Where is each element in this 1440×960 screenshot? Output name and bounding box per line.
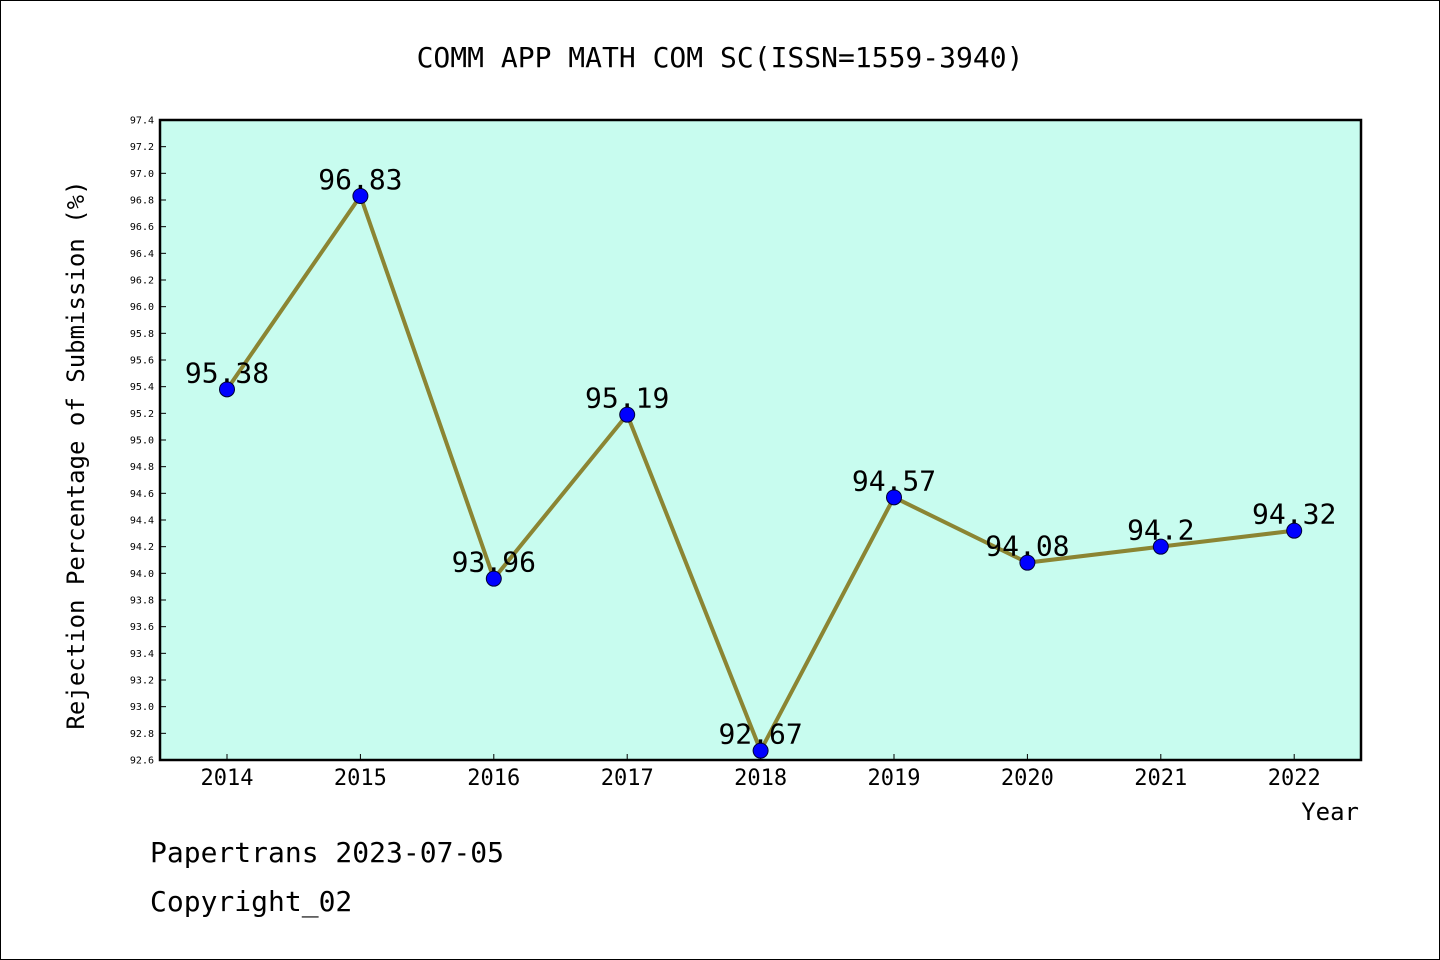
data-label: 93.96 <box>452 546 536 579</box>
data-label: 94.2 <box>1127 514 1194 547</box>
y-tick-label: 94.8 <box>130 462 154 473</box>
data-label: 96.83 <box>318 163 402 196</box>
y-tick-label: 97.2 <box>130 142 154 153</box>
x-axis-label: Year <box>1301 798 1359 826</box>
data-label: 95.19 <box>585 382 669 415</box>
plot-border <box>158 118 1363 762</box>
data-point <box>352 188 369 204</box>
y-tick-label: 92.8 <box>130 729 154 740</box>
y-tick-label: 95.6 <box>130 356 154 367</box>
data-label: 95.38 <box>185 356 269 389</box>
x-tick-label: 2016 <box>467 766 520 791</box>
y-tick-label: 97.4 <box>130 116 154 127</box>
y-tick-label: 93.8 <box>130 596 154 607</box>
y-tick-label: 96.6 <box>130 222 154 233</box>
x-axis: 2014 2015 2016 2017 2018 2019 2020 2021 2022 <box>201 754 1321 791</box>
data-point <box>752 742 769 759</box>
x-tick-label: 2019 <box>868 766 921 791</box>
x-tick-label: 2020 <box>1001 766 1054 791</box>
chart-title: COMM APP MATH COM SC(ISSN=1559-3940) <box>417 41 1024 74</box>
y-tick-label: 96.8 <box>130 196 154 207</box>
x-tick-label: 2021 <box>1134 766 1187 791</box>
y-tick-label: 94.4 <box>130 516 154 527</box>
data-label: 94.08 <box>985 530 1069 563</box>
y-tick-label: 97.0 <box>130 169 154 180</box>
y-tick-label: 96.0 <box>130 302 154 313</box>
x-tick-label: 2015 <box>334 766 387 791</box>
y-axis-label: Rejection Percentage of Submission (%) <box>62 180 90 729</box>
footer-copyright: Copyright_02 <box>150 885 353 918</box>
y-tick-label: 94.0 <box>130 569 154 580</box>
data-point <box>1286 522 1303 539</box>
y-tick-label: 95.8 <box>130 329 154 340</box>
x-tick-label: 2022 <box>1268 766 1321 791</box>
data-point <box>886 489 902 506</box>
data-label: 94.57 <box>852 464 936 497</box>
y-tick-label: 95.2 <box>130 409 154 420</box>
y-tick-label: 93.0 <box>130 702 154 713</box>
y-tick-label: 92.6 <box>130 756 154 767</box>
y-tick-label: 96.4 <box>130 249 154 260</box>
data-point <box>219 381 235 398</box>
x-tick-label: 2014 <box>201 766 254 791</box>
data-point <box>619 406 636 423</box>
y-tick-label: 93.6 <box>130 622 154 633</box>
data-label: 94.32 <box>1252 498 1336 531</box>
data-point <box>1019 554 1036 571</box>
footer-date: Papertrans 2023-07-05 <box>150 836 505 869</box>
data-labels: 95.38 96.83 93.96 95.19 92.67 94.57 94.08 94.2 9… <box>185 163 1336 751</box>
data-label: 92.67 <box>718 718 802 751</box>
y-tick-label: 96.2 <box>130 276 154 287</box>
y-tick-label: 95.0 <box>130 436 154 447</box>
y-tick-label: 94.6 <box>130 489 154 500</box>
y-tick-label: 93.4 <box>130 649 154 660</box>
x-tick-label: 2018 <box>734 766 787 791</box>
y-tick-label: 94.2 <box>130 542 154 553</box>
y-tick-label: 95.4 <box>130 382 154 393</box>
series-layer <box>219 188 1303 759</box>
y-tick-label: 93.2 <box>130 676 154 687</box>
plot-area <box>160 120 1361 760</box>
x-tick-label: 2017 <box>601 766 654 791</box>
data-point <box>485 570 502 587</box>
data-point <box>1152 538 1169 555</box>
